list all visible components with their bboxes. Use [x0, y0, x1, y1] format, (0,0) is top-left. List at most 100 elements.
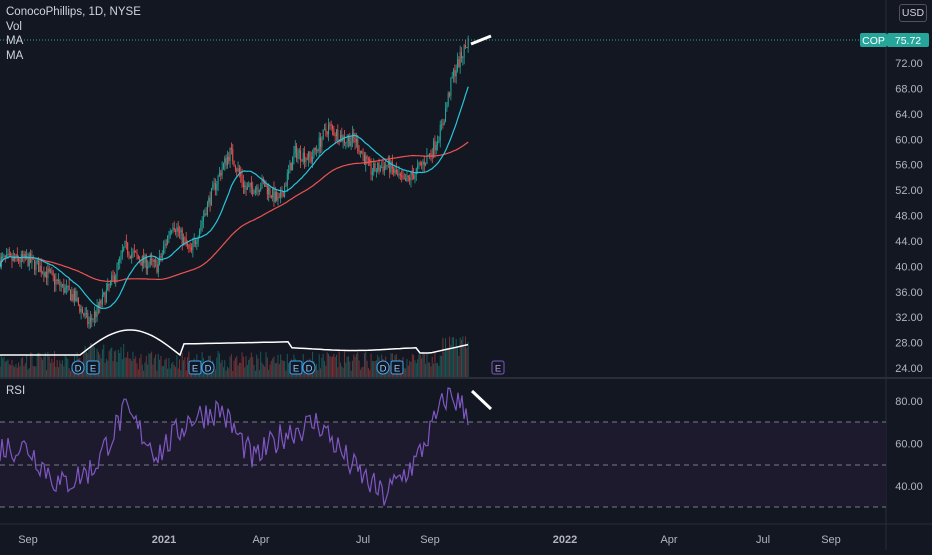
- candle-body: [171, 230, 173, 232]
- candle-body: [60, 285, 62, 287]
- candle-body: [252, 187, 254, 194]
- candle-body: [339, 134, 341, 142]
- event-marker[interactable]: E: [390, 360, 404, 375]
- volume-bar: [431, 356, 433, 377]
- candle-body: [395, 169, 397, 174]
- event-marker[interactable]: D: [201, 360, 215, 375]
- candle-body: [24, 253, 26, 259]
- legend-ma-2[interactable]: MA: [6, 49, 24, 62]
- candle-body: [88, 321, 90, 324]
- event-marker[interactable]: E: [188, 360, 202, 375]
- candle-body: [296, 145, 298, 159]
- event-marker[interactable]: E: [289, 360, 303, 375]
- candle-body: [55, 279, 57, 285]
- volume-bar: [71, 368, 73, 377]
- volume-bar: [68, 368, 70, 377]
- price-trendline-drawing[interactable]: [470, 34, 492, 46]
- candle-body: [401, 175, 403, 177]
- candle-body: [288, 170, 290, 174]
- event-marker[interactable]: D: [376, 360, 390, 375]
- candle-body: [264, 181, 266, 187]
- volume-bar: [107, 360, 109, 377]
- volume-bar: [8, 364, 10, 377]
- candle-body: [301, 160, 303, 162]
- volume-bar: [337, 367, 339, 377]
- volume-bar: [258, 370, 260, 377]
- volume-bar: [232, 370, 234, 377]
- volume-bar: [244, 367, 246, 377]
- event-marker[interactable]: D: [71, 360, 85, 375]
- candle-body: [292, 157, 294, 171]
- volume-bar: [116, 361, 118, 377]
- candle-body: [389, 158, 391, 173]
- candle-body: [157, 264, 159, 273]
- candle-body: [40, 265, 42, 273]
- candle-body: [31, 257, 33, 263]
- candle-body: [377, 163, 379, 171]
- candle-body: [48, 268, 50, 272]
- candle-body: [265, 185, 267, 187]
- candle-body: [334, 135, 336, 137]
- price-pane[interactable]: [0, 0, 886, 377]
- volume-bar: [354, 356, 356, 377]
- volume-bar: [451, 337, 453, 377]
- candle-body: [199, 230, 200, 238]
- volume-bar: [12, 365, 14, 377]
- volume-bar: [56, 359, 58, 377]
- price-axis[interactable]: 24.00 28.00 32.00 36.00 40.00 44.00 48.00 52.00…: [895, 58, 923, 375]
- candle-body: [22, 254, 24, 259]
- volume-bar: [105, 358, 107, 377]
- candle-body: [277, 197, 279, 201]
- legend-volume[interactable]: Vol: [6, 20, 22, 33]
- volume-bar: [38, 352, 40, 377]
- volume-bar: [230, 354, 232, 377]
- candle-body: [188, 244, 190, 248]
- candle-body: [330, 124, 332, 126]
- volume-bar: [64, 355, 66, 377]
- time-axis[interactable]: Sep 2021 Apr Jul Sep 2022 Apr Jul Sep: [18, 534, 841, 546]
- price-axis-label: 60.00: [895, 134, 923, 146]
- candle-body: [393, 168, 395, 173]
- event-marker[interactable]: E: [86, 360, 100, 375]
- volume-bar: [185, 370, 187, 377]
- candle-body: [422, 161, 424, 165]
- volume-bar: [22, 357, 24, 377]
- rsi-legend[interactable]: RSI: [6, 385, 26, 397]
- candle-body: [177, 227, 179, 232]
- rsi-trendline-drawing[interactable]: [470, 389, 493, 411]
- volume-bar: [129, 358, 131, 377]
- volume-bar: [359, 369, 361, 377]
- event-marker[interactable]: D: [302, 360, 316, 375]
- symbol-title[interactable]: ConocoPhillips, 1D, NYSE: [6, 6, 141, 18]
- volume-bar: [426, 353, 428, 377]
- candle-body: [164, 243, 166, 247]
- candle-body: [127, 242, 129, 254]
- currency-button[interactable]: USD: [899, 4, 927, 22]
- rsi-axis[interactable]: 40.00 60.00 80.00: [895, 396, 923, 493]
- volume-bar: [143, 370, 145, 377]
- volume-bar: [361, 367, 363, 377]
- volume-bar: [187, 357, 189, 377]
- event-marker[interactable]: E: [491, 360, 505, 375]
- candle-body: [89, 317, 91, 322]
- candle-body: [325, 128, 327, 132]
- candle-body: [253, 192, 255, 194]
- candle-body: [168, 235, 170, 237]
- volume-bar: [54, 351, 56, 377]
- candle-body: [459, 52, 461, 68]
- candle-body: [12, 256, 14, 261]
- candle-body: [217, 175, 219, 184]
- candle-body: [28, 253, 30, 266]
- volume-bar: [103, 344, 105, 377]
- volume-bar: [55, 367, 57, 377]
- legend-ma-1[interactable]: MA: [6, 35, 24, 47]
- candle-body: [241, 176, 243, 183]
- time-axis-label: Jul: [756, 534, 770, 546]
- candle-body: [375, 170, 377, 172]
- candle-body: [163, 246, 165, 254]
- candle-body: [379, 167, 381, 172]
- candle-body: [273, 188, 275, 202]
